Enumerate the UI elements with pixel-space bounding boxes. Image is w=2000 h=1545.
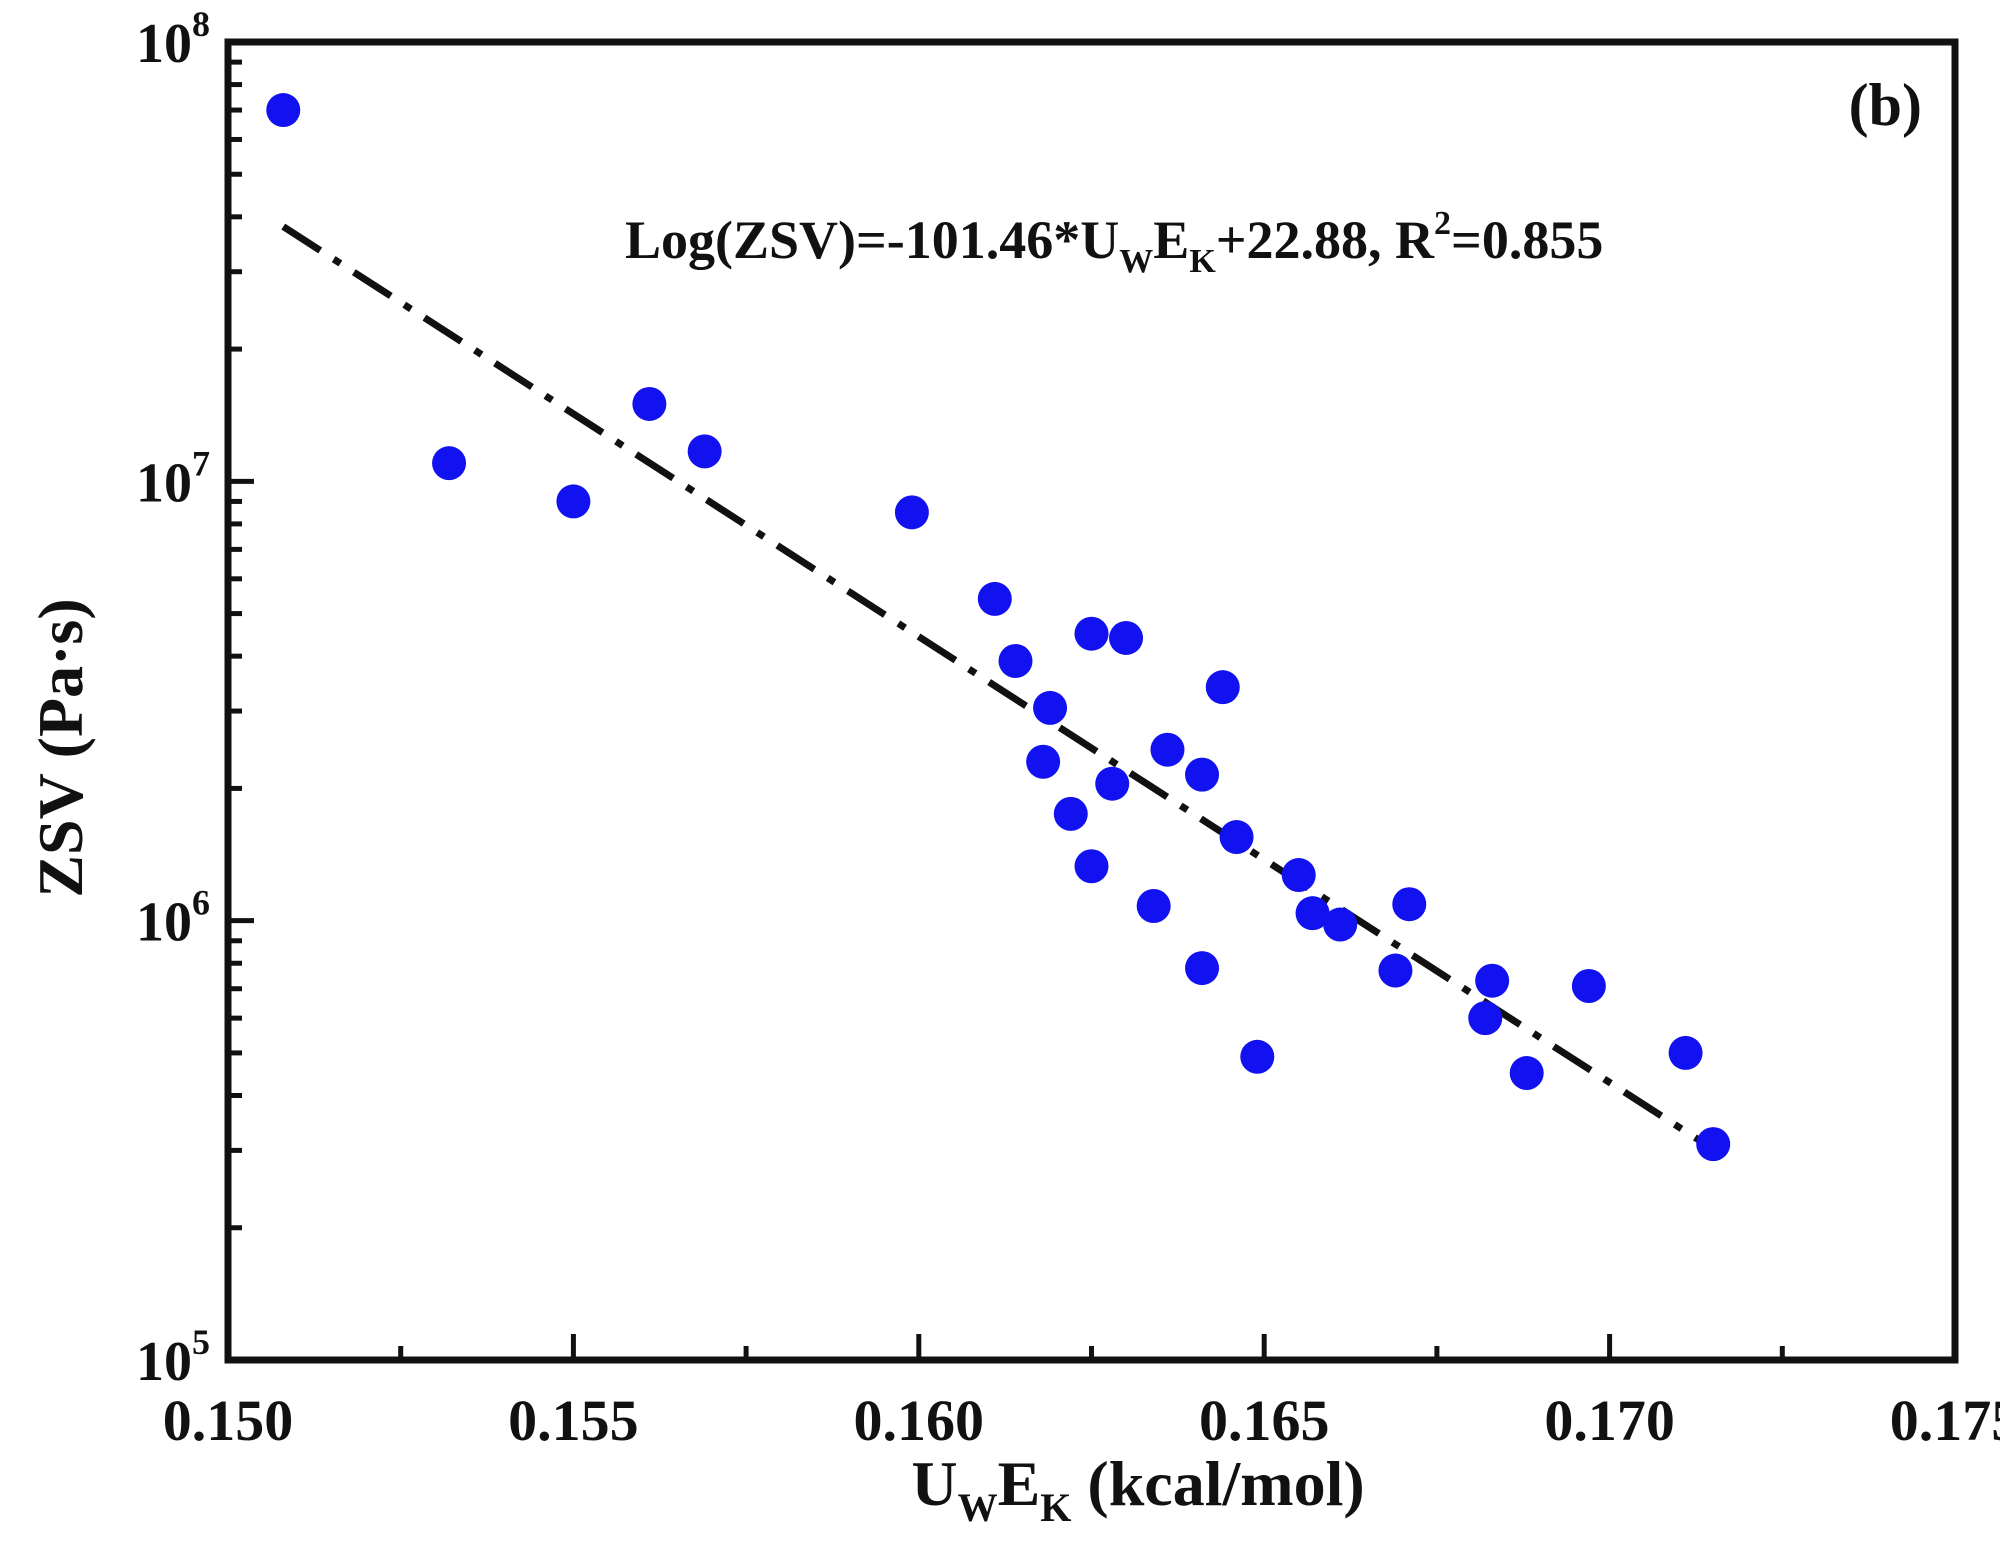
data-point [1571, 969, 1606, 1004]
data-point [1323, 907, 1358, 942]
data-point [1378, 953, 1413, 988]
y-tick-label: 105 [136, 1322, 210, 1393]
data-point [1074, 616, 1109, 651]
data-point [1240, 1039, 1275, 1074]
x-axis-title: UWEK (kcal/mol) [911, 1448, 1364, 1530]
x-tick-label: 0.150 [163, 1388, 294, 1453]
data-point [1095, 766, 1130, 801]
plot-frame [224, 38, 1959, 1364]
x-tick-label: 0.160 [854, 1388, 985, 1453]
data-point [687, 434, 722, 469]
data-point [632, 386, 667, 421]
y-tick-label: 107 [136, 443, 210, 514]
data-point [1033, 690, 1068, 725]
data-points [266, 93, 1731, 1162]
data-point [977, 581, 1012, 616]
data-point [894, 495, 929, 530]
fit-line [281, 223, 1716, 1153]
y-tick-label: 108 [136, 4, 210, 75]
x-tick-label: 0.165 [1199, 1388, 1330, 1453]
data-point [1185, 757, 1220, 792]
data-point [1136, 888, 1171, 923]
fit-line-layer [281, 223, 1716, 1153]
data-point [1185, 951, 1220, 986]
fit-equation: Log(ZSV)=-101.46*UWEK+22.88, R2=0.855 [625, 205, 1603, 280]
data-point [1150, 732, 1185, 767]
data-point [1696, 1127, 1731, 1162]
x-tick-label: 0.170 [1544, 1388, 1675, 1453]
data-point [998, 643, 1033, 678]
y-tick-label: 106 [136, 883, 210, 954]
data-point [266, 93, 301, 128]
y-axis-title: ZSV (Pa·s) [25, 598, 96, 897]
data-point [1295, 896, 1330, 931]
data-point [1219, 820, 1254, 855]
data-point [1392, 887, 1427, 922]
data-point [1205, 670, 1240, 705]
data-point [1509, 1056, 1544, 1091]
data-point [1026, 744, 1061, 779]
panel-label: (b) [1849, 72, 1922, 138]
data-point [1074, 849, 1109, 884]
x-tick-label: 0.175 [1890, 1388, 2000, 1453]
data-point [556, 484, 591, 519]
data-point [1053, 796, 1088, 831]
data-point [432, 446, 467, 481]
data-point [1468, 1001, 1503, 1036]
x-tick-label: 0.155 [508, 1388, 639, 1453]
data-point [1668, 1035, 1703, 1070]
tick-labels: 0.150 0.155 0.160 0.165 0.170 0.175 105 106 107 1… [136, 4, 2000, 1453]
data-point [1109, 620, 1144, 655]
data-point [1281, 858, 1316, 893]
data-point [1475, 963, 1510, 998]
